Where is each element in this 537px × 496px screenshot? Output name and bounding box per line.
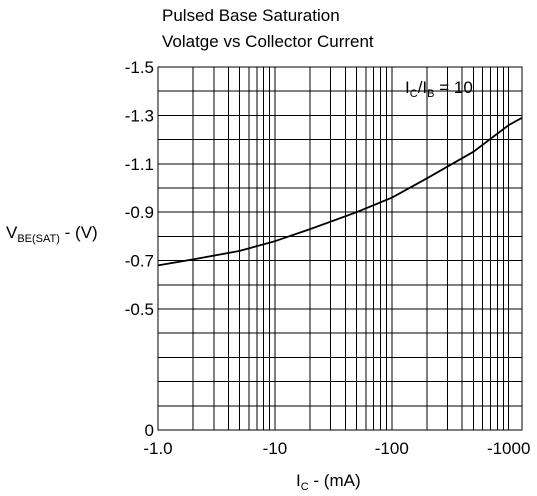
- chart-title-line-1: Pulsed Base Saturation: [162, 6, 340, 25]
- x-tick-label: -100: [375, 439, 409, 458]
- y-tick-label: 0: [145, 421, 154, 440]
- y-tick-label: -0.5: [125, 300, 154, 319]
- annotation-ic-ib: IC/IB = 10: [405, 78, 473, 100]
- x-tick-label: -10: [263, 439, 288, 458]
- y-tick-label: -0.7: [125, 252, 154, 271]
- grid-lines: [157, 66, 522, 431]
- y-tick-label: -1.1: [125, 155, 154, 174]
- y-tick-label: -1.5: [125, 58, 154, 77]
- plot-frame: [157, 66, 523, 431]
- y-tick-label: -1.3: [125, 106, 154, 125]
- x-tick-label: -1.0: [143, 439, 172, 458]
- x-axis-label: IC - (mA): [296, 471, 361, 493]
- series-line: [157, 117, 523, 267]
- chart-title-line-2: Volatge vs Collector Current: [162, 32, 374, 51]
- y-axis-label: VBE(SAT) - (V): [6, 223, 98, 245]
- y-tick-label: -0.9: [125, 203, 154, 222]
- x-tick-label: -1000: [487, 439, 530, 458]
- tick-labels: 0 -0.5 -0.7 -0.9 -1.1 -1.3 -1.5 -1.0 -10 -100 -100…: [125, 58, 531, 458]
